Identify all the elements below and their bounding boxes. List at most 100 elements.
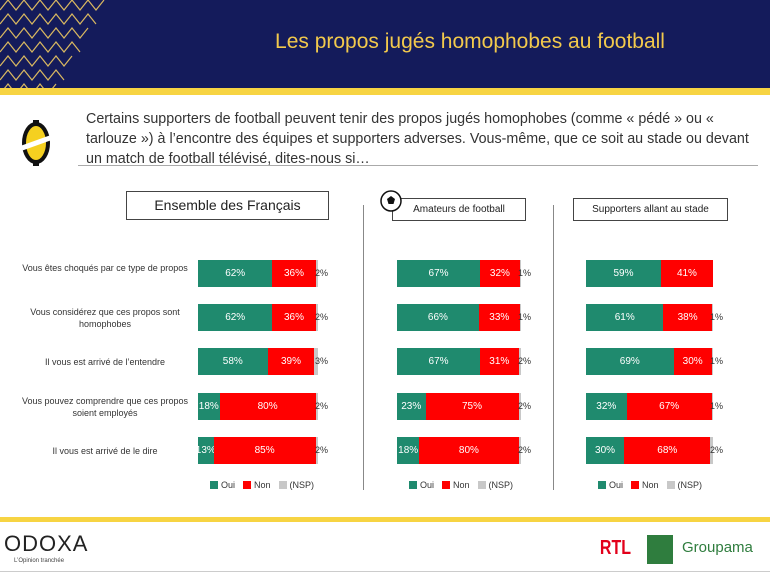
bar-segment-non: 68% [624, 437, 711, 464]
header-banner: Les propos jugés homophobes au football [0, 0, 770, 88]
bar-segment-non: 85% [213, 437, 316, 464]
bar-segment-oui: 67% [397, 348, 481, 375]
panel-divider [553, 205, 554, 490]
bar-segment-oui: 61% [586, 304, 664, 331]
legend-item: Oui [409, 480, 434, 490]
row-label: Vous considérez que ces propos sont homo… [30, 307, 180, 329]
bar-segment-non: 33% [478, 304, 520, 331]
bar-segment-non: 30% [673, 348, 712, 375]
groupama-logo: Groupama [682, 539, 753, 556]
bar-segment-nsp [315, 437, 318, 464]
legend-swatch-icon [477, 481, 486, 489]
bar-segment-nsp [711, 393, 713, 420]
legend-swatch-icon [210, 481, 218, 489]
legend-item: (NSP) [666, 480, 702, 490]
panel-title-ensemble: Ensemble des Français [126, 191, 329, 220]
nsp-value-label: 2% [315, 268, 329, 278]
bar-segment-oui: 66% [397, 304, 479, 331]
odoxa-logo: ODOXA [4, 531, 89, 556]
row-label: Il vous est arrivé de le dire [52, 446, 158, 456]
bar-segment-oui: 23% [397, 393, 426, 420]
bar-segment-oui: 69% [586, 348, 674, 375]
nsp-value-label: 1% [710, 401, 724, 411]
bar-segment-oui: 32% [586, 393, 627, 420]
divider [78, 165, 758, 166]
nsp-value-label: 2% [315, 312, 329, 322]
bar-segment-nsp [314, 348, 318, 375]
bar-segment-nsp [519, 304, 521, 331]
groupama-logo-icon [647, 535, 673, 564]
legend-item: (NSP) [278, 480, 314, 490]
nsp-value-label: 1% [710, 312, 724, 322]
row-label: Vous pouvez comprendre que ces propos so… [21, 396, 189, 418]
panel-divider [363, 205, 364, 490]
nsp-value-label: 2% [315, 401, 329, 411]
legend-swatch-icon [598, 481, 606, 489]
nsp-value-label: 1% [518, 312, 532, 322]
panel-title-amateurs: Amateurs de football [392, 198, 526, 221]
legend-swatch-icon [278, 481, 287, 489]
legend-item: Non [631, 480, 659, 490]
bar-segment-nsp [711, 304, 713, 331]
panel-title-supporters: Supporters allant au stade [573, 198, 728, 221]
legend-swatch-icon [243, 481, 252, 489]
nsp-value-label: 1% [518, 268, 532, 278]
bar-segment-nsp [518, 348, 521, 375]
chart-legend: Oui Non (NSP) [210, 480, 314, 490]
bar-segment-non: 41% [660, 260, 713, 287]
row-label: Vous êtes choqués par ce type de propos [22, 263, 188, 273]
nsp-value-label: 3% [315, 356, 329, 366]
bar-segment-non: 31% [480, 348, 519, 375]
bar-segment-oui: 30% [586, 437, 625, 464]
bar-segment-non: 32% [480, 260, 520, 287]
page-title: Les propos jugés homophobes au football [275, 30, 665, 53]
nsp-value-label: 2% [518, 356, 532, 366]
bar-segment-non: 36% [272, 260, 316, 287]
bar-segment-nsp [315, 393, 318, 420]
bar-segment-oui: 62% [198, 260, 273, 287]
bar-segment-oui: 67% [397, 260, 481, 287]
divider [0, 571, 770, 572]
legend-item: (NSP) [477, 480, 513, 490]
gold-strip [0, 88, 770, 95]
bar-segment-non: 38% [663, 304, 712, 331]
bar-segment-non: 39% [267, 348, 315, 375]
bar-segment-oui: 13% [196, 437, 216, 464]
bar-segment-oui: 59% [586, 260, 661, 287]
legend-item: Oui [598, 480, 623, 490]
bar-segment-non: 80% [219, 393, 316, 420]
bar-segment-nsp [315, 260, 318, 287]
nsp-value-label: 2% [518, 445, 532, 455]
odoxa-coin-icon [22, 120, 50, 166]
row-label: Il vous est arrivé de l’entendre [44, 357, 166, 367]
bar-segment-oui: 18% [397, 437, 420, 464]
legend-item: Non [243, 480, 271, 490]
nsp-value-label: 2% [315, 445, 329, 455]
nsp-value-label: 1% [710, 356, 724, 366]
football-icon [380, 190, 402, 212]
bar-segment-non: 75% [425, 393, 519, 420]
bar-segment-nsp [519, 260, 521, 287]
odoxa-tagline: L’Opinion tranchée [14, 558, 65, 564]
chart-legend: Oui Non (NSP) [598, 480, 702, 490]
bar-segment-oui: 58% [198, 348, 268, 375]
legend-item: Oui [210, 480, 235, 490]
chart-legend: Oui Non (NSP) [409, 480, 513, 490]
legend-swatch-icon [442, 481, 451, 489]
legend-swatch-icon [631, 481, 640, 489]
legend-item: Non [442, 480, 470, 490]
nsp-value-label: 2% [518, 401, 532, 411]
legend-swatch-icon [409, 481, 417, 489]
bar-segment-nsp [518, 393, 521, 420]
bar-segment-nsp [710, 437, 713, 464]
legend-swatch-icon [666, 481, 675, 489]
bar-segment-non: 67% [626, 393, 712, 420]
chevron-pattern-icon [0, 0, 105, 88]
bar-segment-nsp [315, 304, 318, 331]
nsp-value-label: 2% [710, 445, 724, 455]
bar-segment-oui: 62% [198, 304, 273, 331]
bar-segment-oui: 18% [198, 393, 220, 420]
bar-segment-nsp [711, 348, 713, 375]
bar-segment-non: 36% [272, 304, 316, 331]
bar-segment-non: 80% [419, 437, 519, 464]
